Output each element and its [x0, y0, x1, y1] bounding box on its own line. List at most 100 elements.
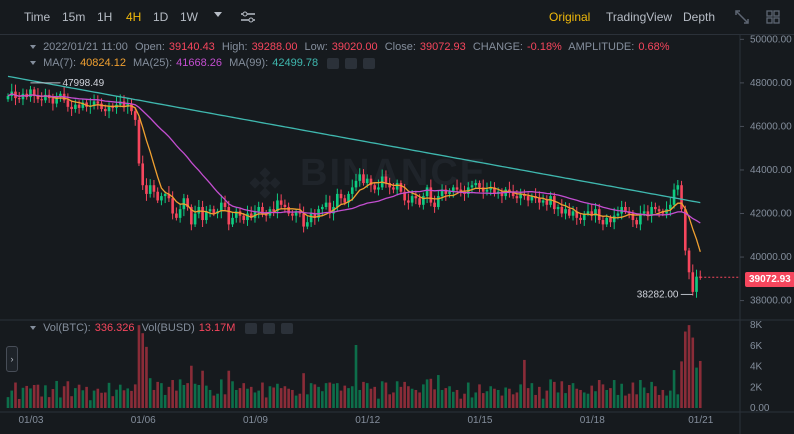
volume-bar — [429, 378, 433, 408]
candle-body — [350, 187, 354, 194]
ma99-value: 42499.78 — [272, 57, 319, 69]
candle-body — [107, 105, 111, 112]
candle-body — [422, 196, 425, 205]
candle-body — [321, 206, 324, 210]
date-tick-label: 01/15 — [467, 415, 492, 426]
candle-body — [631, 213, 635, 221]
layout-grid-icon[interactable] — [766, 10, 780, 24]
volume-bar — [133, 384, 137, 408]
ma7-value: 40824.12 — [80, 57, 126, 69]
candle-body — [597, 209, 601, 221]
candle-body — [481, 187, 485, 192]
time-interval-1w[interactable]: 1W — [180, 10, 198, 24]
close-icon[interactable] — [363, 57, 376, 69]
volume-bar — [624, 395, 627, 408]
view-tradingview[interactable]: TradingView — [606, 10, 673, 24]
time-interval-1h[interactable]: 1H — [97, 10, 113, 24]
view-original[interactable]: Original — [549, 10, 591, 24]
chart-canvas[interactable]: BINANCE 50000.00 48000.00 46000.00 44000.00 4… — [0, 35, 794, 434]
collapse-triangle-icon[interactable] — [30, 326, 36, 331]
volume-bar — [107, 382, 111, 408]
candle-body — [683, 209, 687, 251]
time-interval-1d[interactable]: 1D — [153, 10, 169, 24]
volume-bar — [627, 393, 631, 408]
view-depth[interactable]: Depth — [683, 10, 716, 24]
candle-body — [661, 211, 665, 214]
close-icon[interactable] — [280, 322, 293, 334]
candle-body — [519, 193, 522, 199]
volume-bar — [489, 386, 493, 408]
eye-icon[interactable] — [244, 322, 257, 334]
settings-icon[interactable] — [345, 57, 358, 69]
volume-bar — [44, 385, 47, 408]
time-interval-4h[interactable]: 4H — [126, 10, 142, 24]
volume-bar — [317, 386, 320, 408]
side-panel-toggle[interactable]: › — [6, 346, 18, 372]
volume-tick-label: 4K — [750, 362, 763, 373]
indicator-settings-icon[interactable] — [240, 10, 256, 24]
collapse-triangle-icon[interactable] — [30, 61, 36, 66]
candle-body — [212, 209, 216, 214]
volume-bar — [193, 383, 197, 408]
volume-bar — [508, 388, 511, 408]
volume-bar — [504, 387, 507, 408]
volume-bar — [287, 388, 290, 408]
volume-bar — [227, 370, 231, 408]
collapse-triangle-icon[interactable] — [30, 45, 36, 50]
volume-bar — [47, 397, 51, 408]
candle-body — [470, 185, 474, 188]
date-tick-label: 01/12 — [355, 415, 380, 426]
high-marker-label: 47998.49 — [62, 78, 104, 89]
candle-body — [100, 103, 103, 110]
price-tick-label: 42000.00 — [750, 209, 792, 220]
candle-body — [55, 95, 58, 104]
volume-bar — [496, 389, 500, 408]
candle-body — [175, 213, 178, 218]
candle-body — [399, 183, 403, 192]
volume-bar — [313, 384, 317, 408]
volume-bar — [249, 386, 253, 408]
volume-bar — [115, 389, 118, 408]
ohlc-legend: 2022/01/21 11:00 Open: 39140.43 High: 3928… — [30, 41, 674, 54]
toolbar-divider — [0, 34, 794, 35]
candle-body — [511, 191, 515, 197]
volume-bar — [148, 378, 152, 408]
candle-body — [21, 93, 25, 100]
volume-bar — [463, 393, 466, 408]
volume-bar — [392, 392, 395, 408]
candle-body — [616, 213, 620, 216]
volume-bar — [530, 383, 534, 408]
candle-body — [234, 211, 238, 218]
volume-bar — [283, 386, 287, 408]
candle-body — [137, 119, 141, 164]
volume-bar — [541, 398, 545, 408]
volume-tick-label: 2K — [750, 382, 763, 393]
candle-body — [624, 206, 627, 212]
time-interval-time[interactable]: Time — [24, 10, 51, 24]
fullscreen-icon[interactable] — [735, 10, 749, 24]
candle-body — [440, 189, 444, 197]
volume-bar — [418, 392, 421, 408]
candle-body — [197, 206, 201, 214]
candle-body — [612, 215, 616, 223]
volume-bar — [444, 388, 448, 408]
volume-bar — [455, 389, 459, 408]
candlestick-chart[interactable]: BINANCE 50000.00 48000.00 46000.00 44000.00 4… — [0, 35, 794, 434]
eye-icon[interactable] — [327, 57, 340, 69]
candle-body — [40, 99, 43, 101]
volume-bar — [440, 389, 444, 408]
volume-bar — [515, 392, 519, 408]
candle-body — [582, 213, 586, 221]
time-interval-15m[interactable]: 15m — [62, 10, 86, 24]
candle-body — [407, 200, 410, 203]
volume-bar — [590, 385, 594, 408]
candle-body — [515, 196, 519, 199]
volume-bar — [6, 397, 10, 408]
candle-body — [347, 193, 350, 203]
dropdown-icon[interactable] — [214, 12, 222, 18]
candle-body — [148, 185, 152, 194]
settings-icon[interactable] — [262, 322, 275, 334]
volume-bar — [549, 379, 552, 408]
volume-bar — [223, 394, 227, 408]
volume-bar — [17, 398, 21, 408]
